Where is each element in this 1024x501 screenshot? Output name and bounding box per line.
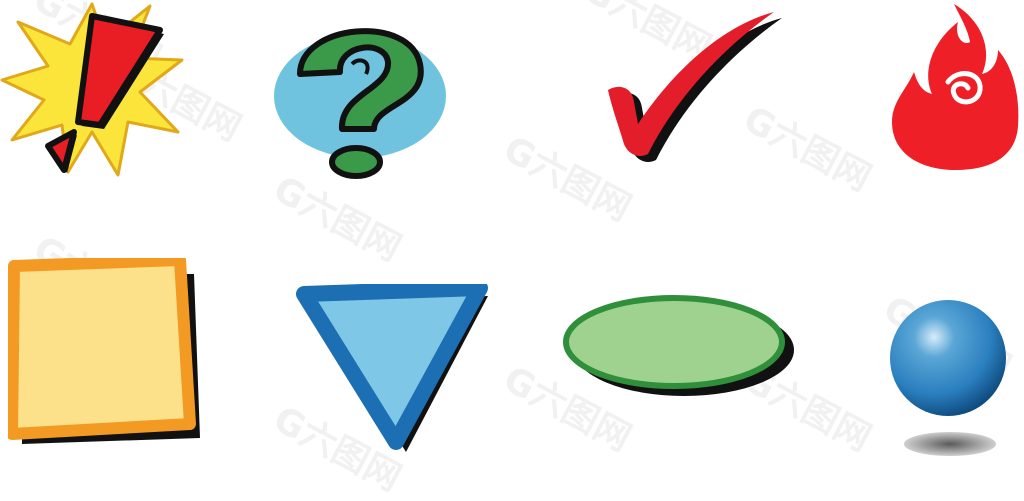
ellipse-icon [563,295,794,396]
sphere-icon [890,300,1006,456]
triangle-icon [296,284,488,452]
question-mark-icon [274,28,446,179]
flame-icon [892,4,1019,170]
square-icon [8,258,200,444]
exclamation-burst-icon [0,2,184,177]
checkmark-icon [608,12,782,162]
